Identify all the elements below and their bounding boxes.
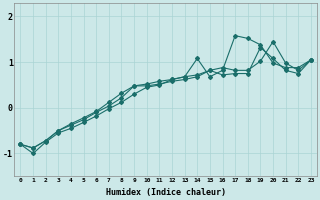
X-axis label: Humidex (Indice chaleur): Humidex (Indice chaleur) — [106, 188, 226, 197]
